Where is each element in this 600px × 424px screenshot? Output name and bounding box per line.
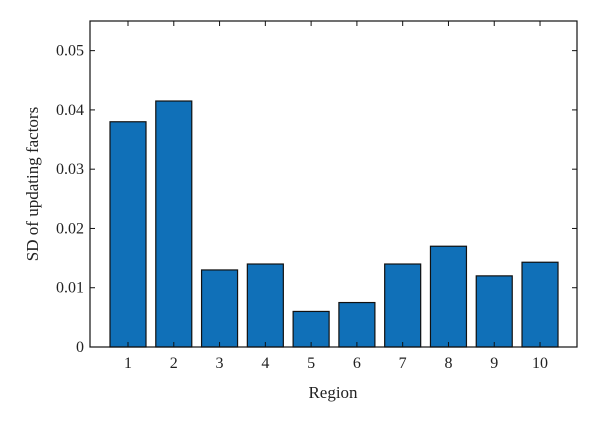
bar-region-2: [155, 100, 193, 348]
x-tick-label: 4: [261, 355, 269, 372]
x-tick-label: 2: [170, 355, 178, 372]
y-axis: 0 0.01 0.02 0.03 0.04 0.05: [56, 43, 577, 356]
y-tick-label: 0.02: [56, 220, 84, 237]
x-axis: 1 2 3 4 5 6 7 8 9 10: [124, 21, 548, 372]
x-tick-label: 7: [399, 355, 407, 372]
bar-region-8: [429, 245, 468, 348]
bar-region-7: [384, 263, 422, 348]
bar-region-6: [338, 301, 376, 348]
x-tick-label: 5: [307, 355, 315, 372]
y-tick-label: 0.05: [56, 43, 84, 60]
x-tick-label: 8: [444, 355, 452, 372]
y-axis-label: SD of updating factors: [23, 107, 42, 261]
y-tick-label: 0.01: [56, 280, 84, 297]
x-tick-label: 10: [532, 355, 548, 372]
x-axis-label: Region: [308, 383, 358, 402]
plot-frame: [89, 20, 578, 348]
bar-region-9: [475, 275, 513, 348]
x-tick-label: 6: [353, 355, 361, 372]
y-tick-label: 0.04: [56, 102, 84, 119]
x-tick-label: 1: [124, 355, 132, 372]
bar-region-4: [246, 263, 284, 348]
bar-region-1: [109, 121, 147, 348]
bar-region-5: [292, 310, 330, 348]
y-tick-label: 0.03: [56, 161, 84, 178]
bar-region-3: [200, 269, 239, 348]
x-tick-label: 9: [490, 355, 498, 372]
bar-region-10: [521, 261, 559, 348]
y-tick-label: 0: [76, 339, 84, 356]
bars-group: [109, 100, 559, 348]
x-tick-label: 3: [216, 355, 224, 372]
